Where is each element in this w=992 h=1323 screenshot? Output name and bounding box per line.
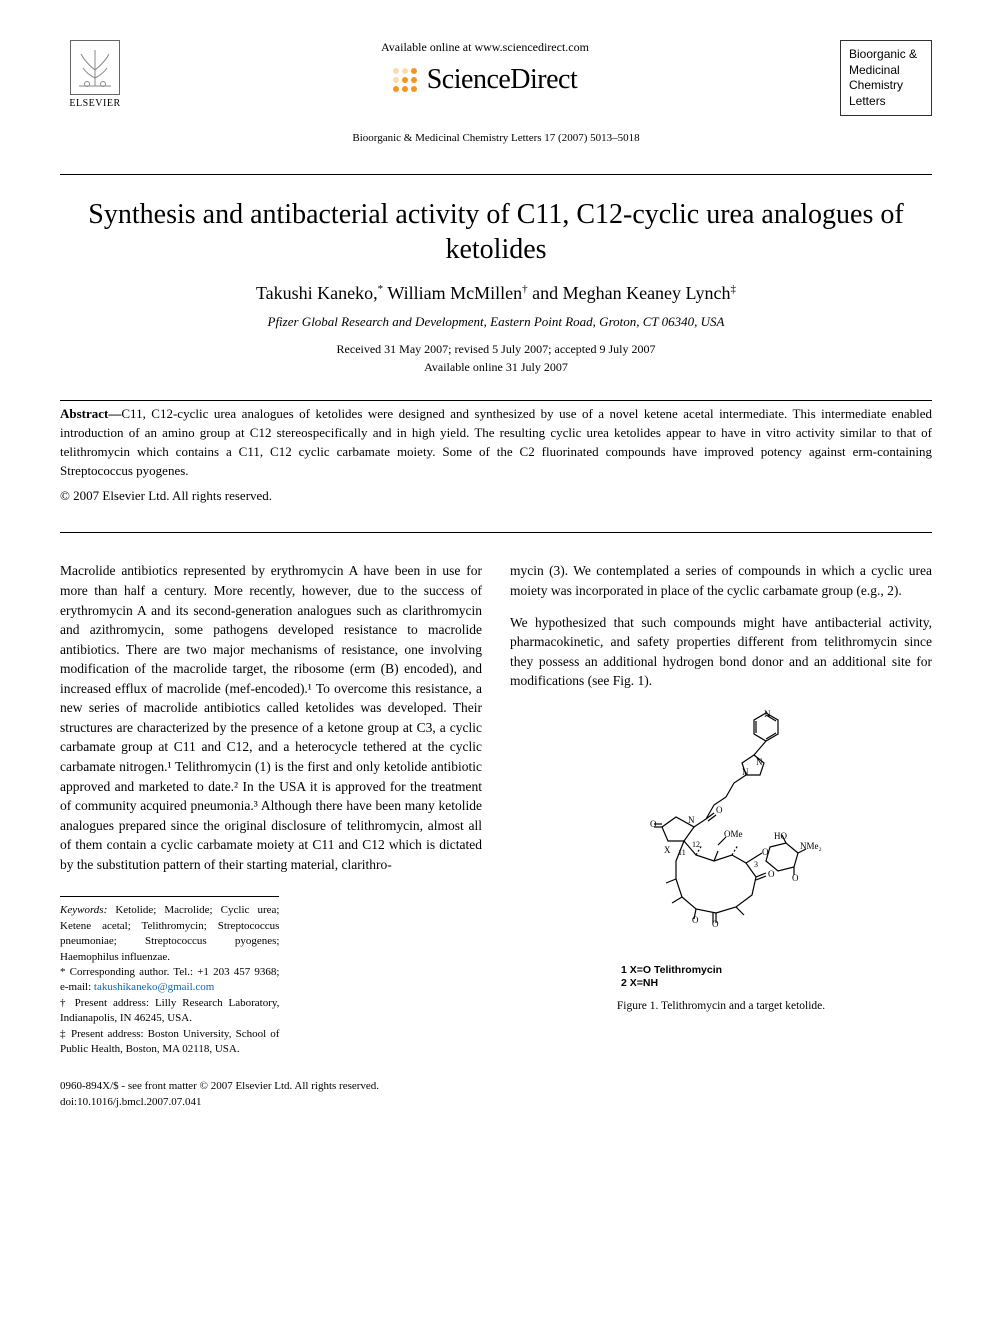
svg-text:HO: HO: [774, 831, 787, 841]
available-online-text: Available online at www.sciencedirect.co…: [130, 40, 840, 55]
abstract-text: C11, C12-cyclic urea analogues of ketoli…: [60, 406, 932, 478]
author: Takushi Kaneko,: [256, 283, 378, 303]
abstract-block: Abstract—C11, C12-cyclic urea analogues …: [60, 405, 932, 480]
dagger-mark: †: [522, 283, 528, 295]
journal-title-box: Bioorganic & Medicinal Chemistry Letters: [840, 40, 932, 116]
sciencedirect-dots-icon: [393, 68, 417, 92]
figure-compound-labels: 1 X=O Telithromycin 2 X=NH: [621, 964, 821, 989]
elsevier-label: ELSEVIER: [69, 98, 120, 109]
journal-box-line: Bioorganic &: [849, 47, 923, 63]
svg-text:3: 3: [754, 860, 758, 869]
body-para2-text: We hypothesized that such compounds migh…: [510, 615, 932, 689]
ddagger-footnote: ‡ Present address: Boston University, Sc…: [60, 1027, 279, 1058]
header-row: ELSEVIER Available online at www.science…: [60, 40, 932, 120]
online-line: Available online 31 July 2007: [60, 358, 932, 376]
elsevier-logo: ELSEVIER: [60, 40, 130, 120]
svg-text:OMe: OMe: [724, 829, 743, 839]
svg-text:O: O: [692, 915, 699, 925]
received-line: Received 31 May 2007; revised 5 July 200…: [60, 340, 932, 358]
body-paragraph: We hypothesized that such compounds migh…: [510, 613, 932, 691]
citation-line: Bioorganic & Medicinal Chemistry Letters…: [60, 132, 932, 144]
figure-caption: Figure 1. Telithromycin and a target ket…: [510, 998, 932, 1015]
svg-text:O: O: [768, 869, 775, 879]
svg-text:12: 12: [692, 840, 700, 849]
keywords-line: Keywords: Ketolide; Macrolide; Cyclic ur…: [60, 903, 279, 965]
figure-1: N N N N O X 11 12: [510, 705, 932, 1014]
svg-text:NMe₂: NMe₂: [800, 841, 822, 851]
keywords-label: Keywords:: [60, 904, 107, 916]
abstract-label: Abstract—: [60, 406, 121, 421]
svg-text:N: N: [756, 757, 763, 767]
affiliation: Pfizer Global Research and Development, …: [60, 314, 932, 330]
sciencedirect-text: ScienceDirect: [427, 64, 578, 96]
footnotes-block: Keywords: Ketolide; Macrolide; Cyclic ur…: [60, 896, 279, 1057]
chemical-structure-svg: N N N N O X 11 12: [606, 705, 836, 955]
journal-box-line: Letters: [849, 94, 923, 110]
corresponding-mark: *: [378, 283, 384, 295]
elsevier-tree-icon: [70, 40, 120, 95]
svg-text:N: N: [764, 709, 771, 719]
body-paragraph: mycin (3). We contemplated a series of c…: [510, 561, 932, 600]
header-center: Available online at www.sciencedirect.co…: [130, 40, 840, 96]
svg-text:X: X: [664, 845, 671, 855]
svg-text:O: O: [792, 873, 799, 883]
front-matter-line: 0960-894X/$ - see front matter © 2007 El…: [60, 1079, 482, 1094]
column-right: mycin (3). We contemplated a series of c…: [510, 561, 932, 1110]
compound-label-2: 2 X=NH: [621, 977, 821, 990]
journal-box-line: Medicinal: [849, 63, 923, 79]
corresponding-email-link[interactable]: takushikaneko@gmail.com: [94, 981, 214, 993]
rule-above-abstract: [60, 400, 932, 401]
dates-block: Received 31 May 2007; revised 5 July 200…: [60, 340, 932, 376]
doi-line: doi:10.1016/j.bmcl.2007.07.041: [60, 1095, 482, 1110]
rule-top: [60, 174, 932, 175]
article-title: Synthesis and antibacterial activity of …: [60, 197, 932, 267]
journal-box-line: Chemistry: [849, 78, 923, 94]
svg-text:N: N: [688, 815, 695, 825]
abstract-copyright: © 2007 Elsevier Ltd. All rights reserved…: [60, 488, 932, 504]
rule-below-abstract: [60, 532, 932, 533]
ddagger-mark: ‡: [731, 283, 737, 295]
bottom-meta: 0960-894X/$ - see front matter © 2007 El…: [60, 1079, 482, 1110]
author: William McMillen: [387, 283, 522, 303]
body-paragraph: Macrolide antibiotics represented by ery…: [60, 561, 482, 874]
authors-line: Takushi Kaneko,* William McMillen† and M…: [60, 283, 932, 304]
column-left: Macrolide antibiotics represented by ery…: [60, 561, 482, 1110]
compound-label-1: 1 X=O Telithromycin: [621, 964, 821, 977]
corresponding-line: * Corresponding author. Tel.: +1 203 457…: [60, 965, 279, 996]
sciencedirect-logo: ScienceDirect: [393, 64, 578, 96]
svg-text:O: O: [716, 805, 723, 815]
author: and Meghan Keaney Lynch: [532, 283, 730, 303]
dagger-footnote: † Present address: Lilly Research Labora…: [60, 996, 279, 1027]
body-columns: Macrolide antibiotics represented by ery…: [60, 561, 932, 1110]
